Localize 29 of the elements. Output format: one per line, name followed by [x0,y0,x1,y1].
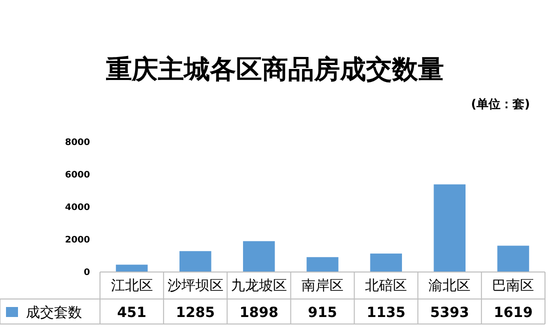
chart-subtitle: (单位：套) [471,97,530,111]
bar [434,184,466,272]
bar [306,257,338,272]
data-label: 5393 [430,305,470,321]
x-tick-label: 江北区 [110,278,153,294]
x-tick-label: 巴南区 [492,278,534,294]
data-label: 915 [308,305,338,321]
y-tick-label: 6000 [64,170,90,180]
x-tick-label: 南岸区 [302,278,344,294]
data-label: 1619 [494,305,533,321]
data-label: 1135 [366,305,406,321]
legend-label: 成交套数 [26,305,82,321]
x-tick-label: 九龙坡区 [230,278,287,294]
y-tick-label: 0 [84,268,90,278]
y-tick-label: 8000 [64,138,90,148]
bar [116,264,148,272]
data-label: 1285 [176,305,215,321]
x-tick-label: 沙坪坝区 [167,278,224,294]
y-tick-label: 4000 [64,203,90,213]
x-tick-label: 北碚区 [365,278,408,294]
bar [179,251,212,272]
y-tick-label: 2000 [64,236,90,246]
bar [370,254,402,272]
chart-title: 重庆主城各区商品房成交数量 [105,55,444,85]
bar [497,246,530,272]
x-tick-label: 渝北区 [428,278,471,294]
data-label: 451 [117,305,146,321]
data-label: 1898 [239,305,278,321]
bar [243,241,275,272]
